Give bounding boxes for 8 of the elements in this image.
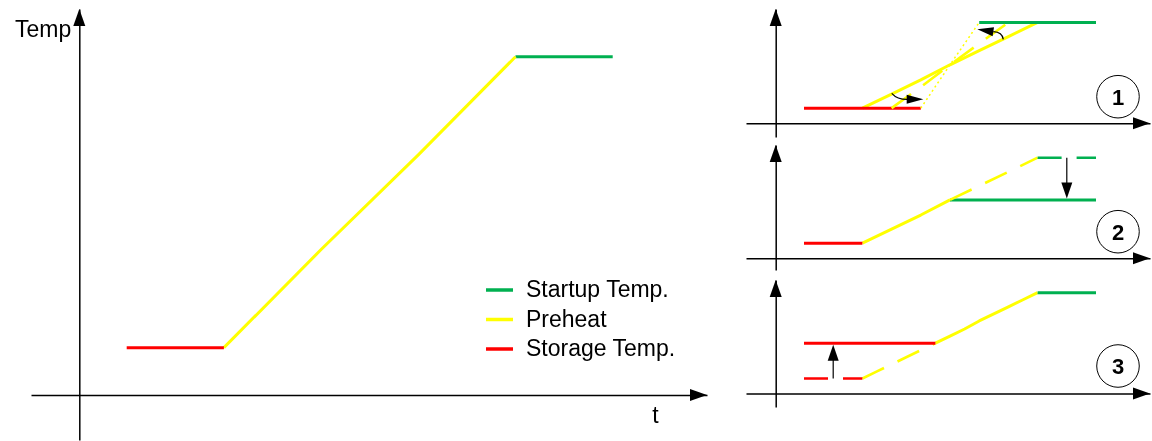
x-axis-title: t xyxy=(652,401,660,428)
text: 2 xyxy=(1111,219,1125,245)
y-axis-title: Temp xyxy=(14,16,72,43)
legend-label: Storage Temp. xyxy=(526,335,676,361)
legend-label: Preheat xyxy=(526,305,608,332)
text: 3 xyxy=(1111,354,1125,379)
legend-label: Startup Temp. xyxy=(526,276,669,302)
text: 1 xyxy=(1111,84,1125,110)
